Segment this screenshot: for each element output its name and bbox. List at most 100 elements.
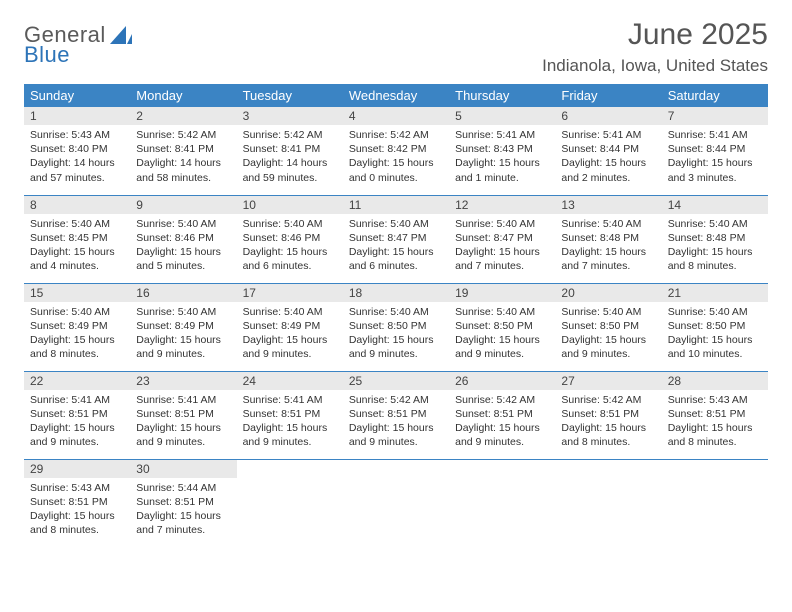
day-info: Sunrise: 5:42 AMSunset: 8:41 PMDaylight:… (237, 125, 343, 191)
day-number: 19 (449, 284, 555, 302)
weekday-header: Sunday (24, 84, 130, 107)
page-title: June 2025 (542, 18, 768, 52)
day-info: Sunrise: 5:41 AMSunset: 8:51 PMDaylight:… (24, 390, 130, 456)
sail-icon (110, 26, 132, 51)
day-info: Sunrise: 5:40 AMSunset: 8:46 PMDaylight:… (237, 214, 343, 280)
calendar-cell: .. (662, 459, 768, 547)
calendar-cell: 9Sunrise: 5:40 AMSunset: 8:46 PMDaylight… (130, 195, 236, 283)
calendar-cell: 5Sunrise: 5:41 AMSunset: 8:43 PMDaylight… (449, 107, 555, 195)
weekday-header: Tuesday (237, 84, 343, 107)
calendar-cell: 27Sunrise: 5:42 AMSunset: 8:51 PMDayligh… (555, 371, 661, 459)
calendar-cell: 4Sunrise: 5:42 AMSunset: 8:42 PMDaylight… (343, 107, 449, 195)
day-number: 29 (24, 460, 130, 478)
calendar-week-row: 29Sunrise: 5:43 AMSunset: 8:51 PMDayligh… (24, 459, 768, 547)
day-number: 1 (24, 107, 130, 125)
weekday-header-row: Sunday Monday Tuesday Wednesday Thursday… (24, 84, 768, 107)
calendar-cell: 23Sunrise: 5:41 AMSunset: 8:51 PMDayligh… (130, 371, 236, 459)
day-number: 18 (343, 284, 449, 302)
day-info: Sunrise: 5:41 AMSunset: 8:44 PMDaylight:… (662, 125, 768, 191)
day-info: Sunrise: 5:40 AMSunset: 8:47 PMDaylight:… (449, 214, 555, 280)
day-info: Sunrise: 5:40 AMSunset: 8:50 PMDaylight:… (662, 302, 768, 368)
calendar-cell: .. (237, 459, 343, 547)
day-number: 6 (555, 107, 661, 125)
day-number: 14 (662, 196, 768, 214)
day-info: Sunrise: 5:41 AMSunset: 8:43 PMDaylight:… (449, 125, 555, 191)
day-number: 30 (130, 460, 236, 478)
day-info: Sunrise: 5:40 AMSunset: 8:48 PMDaylight:… (555, 214, 661, 280)
calendar-cell: 10Sunrise: 5:40 AMSunset: 8:46 PMDayligh… (237, 195, 343, 283)
day-info: Sunrise: 5:42 AMSunset: 8:51 PMDaylight:… (555, 390, 661, 456)
day-info: Sunrise: 5:42 AMSunset: 8:51 PMDaylight:… (449, 390, 555, 456)
weekday-header: Saturday (662, 84, 768, 107)
calendar-cell: 20Sunrise: 5:40 AMSunset: 8:50 PMDayligh… (555, 283, 661, 371)
calendar-cell: .. (449, 459, 555, 547)
day-info: Sunrise: 5:40 AMSunset: 8:49 PMDaylight:… (24, 302, 130, 368)
day-info: Sunrise: 5:40 AMSunset: 8:48 PMDaylight:… (662, 214, 768, 280)
calendar-week-row: 22Sunrise: 5:41 AMSunset: 8:51 PMDayligh… (24, 371, 768, 459)
day-number: 25 (343, 372, 449, 390)
calendar-cell: 12Sunrise: 5:40 AMSunset: 8:47 PMDayligh… (449, 195, 555, 283)
calendar-cell: 8Sunrise: 5:40 AMSunset: 8:45 PMDaylight… (24, 195, 130, 283)
calendar-cell: 7Sunrise: 5:41 AMSunset: 8:44 PMDaylight… (662, 107, 768, 195)
logo-text-blue: Blue (24, 44, 106, 66)
day-info: Sunrise: 5:42 AMSunset: 8:42 PMDaylight:… (343, 125, 449, 191)
calendar-cell: 11Sunrise: 5:40 AMSunset: 8:47 PMDayligh… (343, 195, 449, 283)
weekday-header: Friday (555, 84, 661, 107)
weekday-header: Monday (130, 84, 236, 107)
title-block: June 2025 Indianola, Iowa, United States (542, 18, 768, 76)
calendar-cell: 19Sunrise: 5:40 AMSunset: 8:50 PMDayligh… (449, 283, 555, 371)
day-info: Sunrise: 5:40 AMSunset: 8:47 PMDaylight:… (343, 214, 449, 280)
calendar-cell: 1Sunrise: 5:43 AMSunset: 8:40 PMDaylight… (24, 107, 130, 195)
header: General Blue June 2025 Indianola, Iowa, … (24, 18, 768, 76)
day-number: 11 (343, 196, 449, 214)
day-info: Sunrise: 5:40 AMSunset: 8:45 PMDaylight:… (24, 214, 130, 280)
day-number: 20 (555, 284, 661, 302)
logo: General Blue (24, 24, 132, 66)
day-number: 22 (24, 372, 130, 390)
calendar-cell: 25Sunrise: 5:42 AMSunset: 8:51 PMDayligh… (343, 371, 449, 459)
day-number: 5 (449, 107, 555, 125)
weekday-header: Thursday (449, 84, 555, 107)
calendar-week-row: 8Sunrise: 5:40 AMSunset: 8:45 PMDaylight… (24, 195, 768, 283)
day-info: Sunrise: 5:43 AMSunset: 8:51 PMDaylight:… (662, 390, 768, 456)
day-info: Sunrise: 5:41 AMSunset: 8:51 PMDaylight:… (130, 390, 236, 456)
day-number: 21 (662, 284, 768, 302)
day-number: 12 (449, 196, 555, 214)
day-info: Sunrise: 5:40 AMSunset: 8:46 PMDaylight:… (130, 214, 236, 280)
day-number: 3 (237, 107, 343, 125)
day-info: Sunrise: 5:41 AMSunset: 8:51 PMDaylight:… (237, 390, 343, 456)
day-number: 26 (449, 372, 555, 390)
calendar-cell: 22Sunrise: 5:41 AMSunset: 8:51 PMDayligh… (24, 371, 130, 459)
calendar-cell: 29Sunrise: 5:43 AMSunset: 8:51 PMDayligh… (24, 459, 130, 547)
day-info: Sunrise: 5:42 AMSunset: 8:51 PMDaylight:… (343, 390, 449, 456)
day-info: Sunrise: 5:44 AMSunset: 8:51 PMDaylight:… (130, 478, 236, 544)
calendar-week-row: 1Sunrise: 5:43 AMSunset: 8:40 PMDaylight… (24, 107, 768, 195)
calendar-cell: 26Sunrise: 5:42 AMSunset: 8:51 PMDayligh… (449, 371, 555, 459)
weekday-header: Wednesday (343, 84, 449, 107)
day-info: Sunrise: 5:40 AMSunset: 8:49 PMDaylight:… (130, 302, 236, 368)
day-info: Sunrise: 5:40 AMSunset: 8:50 PMDaylight:… (449, 302, 555, 368)
day-number: 28 (662, 372, 768, 390)
calendar-cell: 15Sunrise: 5:40 AMSunset: 8:49 PMDayligh… (24, 283, 130, 371)
calendar-cell: 14Sunrise: 5:40 AMSunset: 8:48 PMDayligh… (662, 195, 768, 283)
calendar-cell: 21Sunrise: 5:40 AMSunset: 8:50 PMDayligh… (662, 283, 768, 371)
day-info: Sunrise: 5:41 AMSunset: 8:44 PMDaylight:… (555, 125, 661, 191)
calendar-cell: .. (555, 459, 661, 547)
day-number: 9 (130, 196, 236, 214)
day-number: 15 (24, 284, 130, 302)
day-number: 2 (130, 107, 236, 125)
day-info: Sunrise: 5:40 AMSunset: 8:49 PMDaylight:… (237, 302, 343, 368)
calendar-cell: 24Sunrise: 5:41 AMSunset: 8:51 PMDayligh… (237, 371, 343, 459)
day-number: 23 (130, 372, 236, 390)
calendar-cell: 30Sunrise: 5:44 AMSunset: 8:51 PMDayligh… (130, 459, 236, 547)
day-number: 24 (237, 372, 343, 390)
day-number: 7 (662, 107, 768, 125)
calendar-cell: 2Sunrise: 5:42 AMSunset: 8:41 PMDaylight… (130, 107, 236, 195)
location-text: Indianola, Iowa, United States (542, 56, 768, 76)
calendar-cell: 3Sunrise: 5:42 AMSunset: 8:41 PMDaylight… (237, 107, 343, 195)
calendar-cell: 28Sunrise: 5:43 AMSunset: 8:51 PMDayligh… (662, 371, 768, 459)
day-info: Sunrise: 5:43 AMSunset: 8:51 PMDaylight:… (24, 478, 130, 544)
day-info: Sunrise: 5:43 AMSunset: 8:40 PMDaylight:… (24, 125, 130, 191)
calendar-cell: 18Sunrise: 5:40 AMSunset: 8:50 PMDayligh… (343, 283, 449, 371)
day-number: 17 (237, 284, 343, 302)
